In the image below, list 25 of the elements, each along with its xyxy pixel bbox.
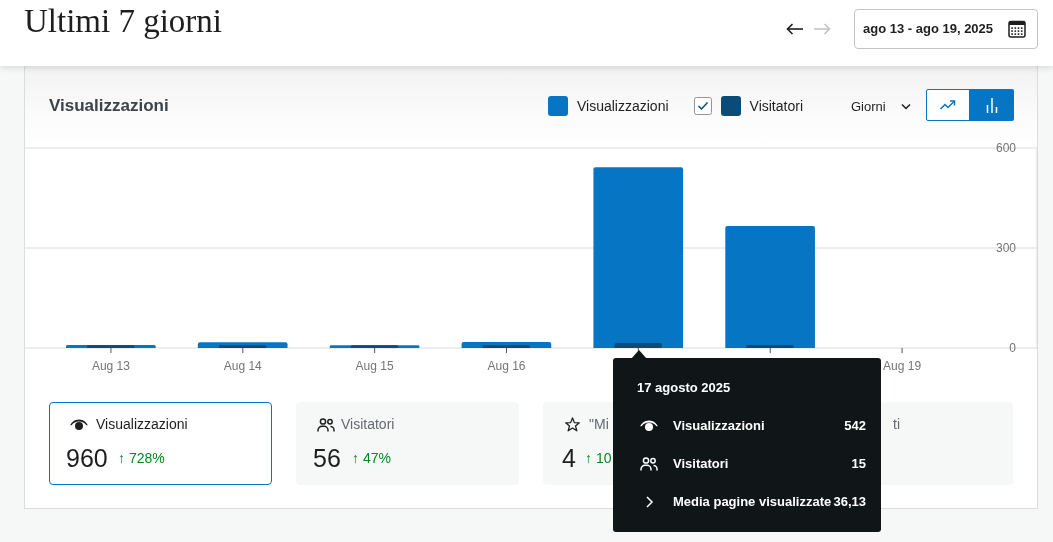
text: Giorni xyxy=(851,99,886,115)
bar xyxy=(746,345,794,348)
bar xyxy=(87,345,135,348)
bar xyxy=(614,343,662,348)
chart-title: Ultimi 7 giorni xyxy=(24,2,222,42)
legend-label: Visualizzazioni xyxy=(576,98,669,114)
bar xyxy=(350,345,399,348)
bar xyxy=(482,345,531,348)
y-tick-label: 600 xyxy=(995,141,1017,156)
stat-card: Visualizzazioni 960 ↑ 728% xyxy=(49,402,272,485)
date-button: ago 13 - ago 19, 2025 xyxy=(854,9,1038,49)
bar xyxy=(218,345,267,348)
x-tick-label: Aug 15 xyxy=(355,358,394,373)
x-tick-label: Aug 14 xyxy=(223,358,263,373)
x-tick-label: Aug 16 xyxy=(487,358,526,373)
stat-card: Visitatori 56 ↑ 47% xyxy=(296,402,519,485)
bar xyxy=(593,167,684,348)
y-tick-label: 300 xyxy=(995,241,1017,256)
chart-subtitle: Visualizzazioni xyxy=(49,95,169,117)
legend-label: Visitatori xyxy=(749,98,803,114)
tooltip: 17 agosto 2025 Visualizzazioni 542 Visitatori 15 Media pagine visualizzate 36,13 xyxy=(613,349,881,532)
bar xyxy=(725,226,815,348)
y-tick-label: 0 xyxy=(1009,341,1017,356)
x-tick-label: Aug 13 xyxy=(91,358,131,373)
x-tick-label: Aug 19 xyxy=(883,358,922,373)
